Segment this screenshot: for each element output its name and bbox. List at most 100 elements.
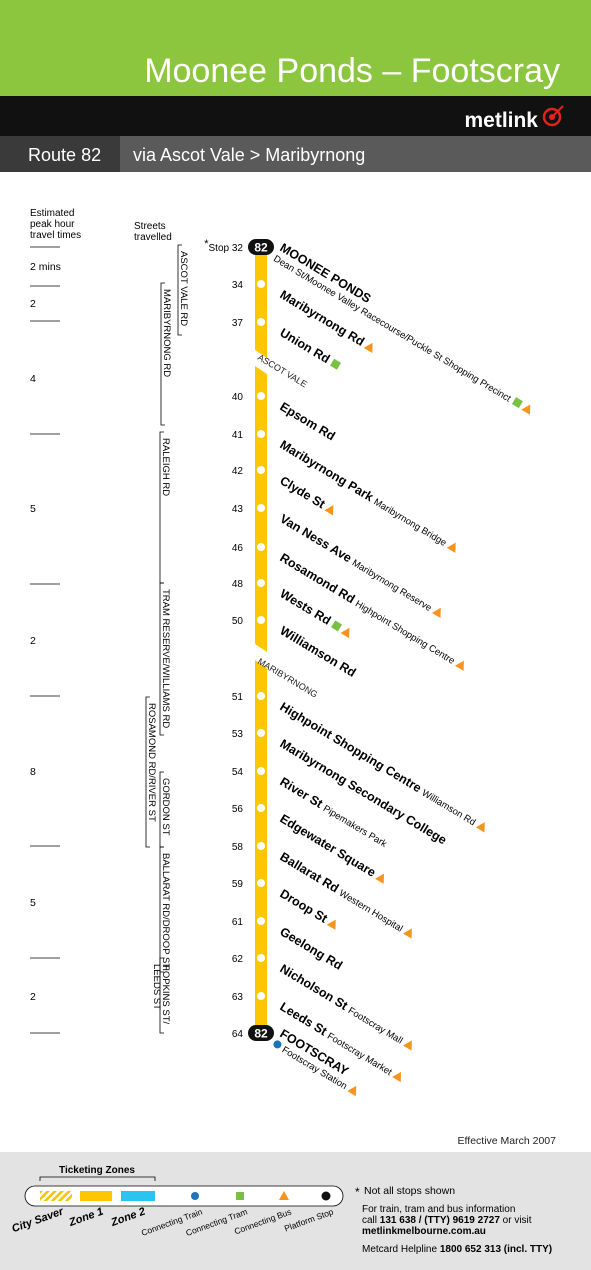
bus-marker bbox=[521, 404, 531, 415]
stop-number: 56 bbox=[232, 804, 244, 815]
stop-name: Droop St bbox=[277, 887, 330, 927]
times-heading: travel times bbox=[30, 230, 81, 241]
street-name: RALEIGH RD bbox=[160, 438, 171, 496]
platform-marker bbox=[321, 1191, 331, 1201]
stop-name-line: Union Rd bbox=[277, 326, 332, 367]
stop-number: *Stop 32 bbox=[204, 238, 243, 254]
stop-dot bbox=[257, 430, 265, 438]
travel-time: 2 bbox=[30, 635, 36, 647]
bus-marker bbox=[279, 1191, 289, 1200]
stop-name: Epsom Rd bbox=[277, 400, 337, 444]
stop-name: Union Rd bbox=[277, 326, 332, 367]
street-name: TRAM RESERVE/WILLIAMS RD bbox=[160, 589, 171, 728]
stop-number: 54 bbox=[232, 767, 244, 778]
train-marker bbox=[191, 1192, 199, 1200]
info-line: For train, tram and bus information bbox=[362, 1204, 515, 1215]
stop-dot bbox=[257, 842, 265, 850]
bus-marker bbox=[340, 627, 350, 639]
bus-marker bbox=[392, 1071, 402, 1083]
stop-name-line: Ballarat Rd Western Hospital bbox=[277, 850, 406, 935]
stop-number: 53 bbox=[232, 729, 244, 740]
route-box bbox=[0, 136, 120, 172]
street-name: MARIBYRNONG RD bbox=[161, 289, 172, 377]
street-bracket bbox=[159, 846, 164, 973]
helpline-label: Metcard Helpline bbox=[362, 1244, 437, 1255]
stop-note: Maribyrnong Bridge bbox=[372, 497, 449, 549]
train-marker bbox=[273, 1040, 282, 1049]
route-number: 82 bbox=[81, 145, 101, 165]
travel-time: 8 bbox=[30, 766, 36, 778]
stop-note: Western Hospital bbox=[337, 888, 405, 935]
route-line bbox=[255, 247, 267, 358]
street-name: BALLARAT RD/DROOP ST bbox=[160, 853, 171, 969]
zones-heading: Ticketing Zones bbox=[59, 1165, 135, 1176]
bus-marker bbox=[446, 542, 456, 553]
travel-time: 4 bbox=[30, 373, 36, 385]
stop-dot bbox=[257, 318, 265, 326]
helpline-number: 1800 652 313 (incl. TTY) bbox=[440, 1244, 552, 1255]
bus-marker bbox=[402, 928, 412, 939]
stop-dot bbox=[257, 692, 265, 700]
bus-marker bbox=[431, 607, 441, 619]
stop-name-line: Wests Rd bbox=[277, 587, 333, 628]
stop-name-line: Clyde St bbox=[277, 474, 328, 512]
travel-time: 5 bbox=[30, 897, 36, 909]
stop-number: 43 bbox=[232, 504, 244, 515]
stop-number: 50 bbox=[232, 616, 244, 627]
stop-name-line: Epsom Rd bbox=[277, 400, 337, 444]
via-box bbox=[120, 136, 591, 172]
stop-number: 46 bbox=[232, 543, 244, 554]
stop-number: 58 bbox=[232, 842, 244, 853]
street-bracket bbox=[160, 282, 165, 426]
zones-bracket bbox=[39, 1176, 156, 1181]
street-name: LEEDS ST bbox=[151, 964, 162, 1010]
city-saver-symbol bbox=[40, 1191, 72, 1201]
bus-marker bbox=[375, 873, 384, 884]
times-heading: peak hour bbox=[30, 219, 75, 230]
brand-logo bbox=[542, 105, 564, 127]
effective-date: Effective March 2007 bbox=[458, 1135, 557, 1147]
legend-pill bbox=[24, 1185, 344, 1207]
stop-dot bbox=[257, 579, 265, 587]
stop-dot bbox=[257, 504, 265, 512]
bus-marker bbox=[363, 342, 373, 354]
stop-number: 61 bbox=[232, 917, 244, 928]
footnote-mark: * bbox=[204, 238, 209, 250]
stop-label: River St Pipemakers Park bbox=[277, 775, 390, 851]
stop-label: Epsom Rd bbox=[277, 400, 337, 444]
street-bracket bbox=[177, 244, 182, 336]
zone2-symbol bbox=[121, 1191, 155, 1201]
tram-marker bbox=[330, 358, 342, 370]
call-post: or visit bbox=[503, 1215, 532, 1226]
stop-dot bbox=[257, 804, 265, 812]
bus-marker bbox=[475, 822, 485, 833]
stop-note: Highpoint Shopping Centre bbox=[353, 599, 456, 667]
times-heading: Estimated bbox=[30, 208, 74, 219]
bus-marker bbox=[326, 919, 336, 930]
stop-dot bbox=[257, 392, 265, 400]
bus-marker bbox=[347, 1085, 357, 1097]
stop-name-line: River St Pipemakers Park bbox=[277, 775, 390, 851]
stop-dot bbox=[257, 280, 265, 288]
stop-number: 63 bbox=[232, 992, 244, 1003]
helpline: Metcard Helpline 1800 652 313 (incl. TTY… bbox=[362, 1244, 552, 1255]
travel-time: 5 bbox=[30, 503, 36, 515]
via: via Ascot Vale > Maribyrnong bbox=[133, 145, 365, 165]
bus-marker bbox=[402, 1040, 412, 1051]
stop-dot bbox=[257, 729, 265, 737]
brand: metlink bbox=[464, 109, 538, 132]
street-name: HOPKINS ST/ bbox=[160, 964, 171, 1025]
stop-name: Wests Rd bbox=[277, 587, 333, 628]
not-all-stops: Not all stops shown bbox=[364, 1185, 455, 1197]
stop-dot bbox=[257, 879, 265, 887]
stop-name-line: Droop St bbox=[277, 887, 330, 927]
route-badge-number: 82 bbox=[254, 241, 268, 255]
stop-number: 34 bbox=[232, 280, 244, 291]
title: Moonee Ponds – Footscray bbox=[144, 52, 560, 90]
footnote-mark: * bbox=[355, 1185, 360, 1199]
stop-number: 41 bbox=[232, 430, 244, 441]
travel-time: 2 bbox=[30, 298, 36, 310]
